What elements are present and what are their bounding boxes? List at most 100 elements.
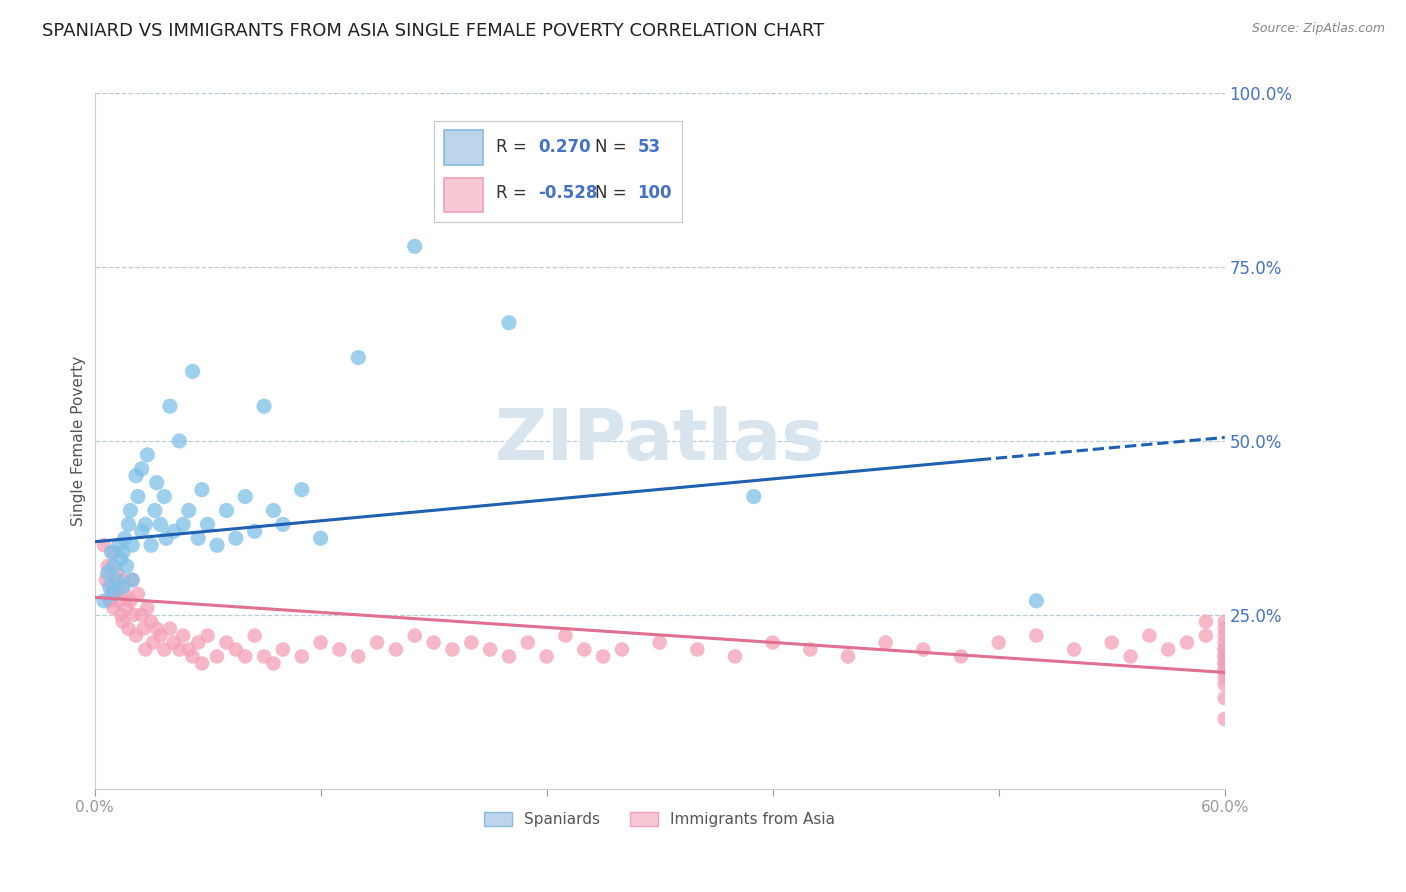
Point [1195, 629, 1218, 643]
Point [1025, 594, 1047, 608]
Point [149, 629, 172, 643]
Point [1213, 657, 1236, 671]
Point [181, 649, 204, 664]
Point [1213, 642, 1236, 657]
Point [1213, 622, 1236, 636]
Point [243, 524, 266, 539]
Point [197, 517, 219, 532]
Text: Source: ZipAtlas.com: Source: ZipAtlas.com [1251, 22, 1385, 36]
Point [271, 517, 294, 532]
Point [139, 615, 162, 629]
Point [1213, 657, 1236, 671]
Point [115, 559, 138, 574]
Point [347, 649, 370, 664]
Point [108, 538, 131, 552]
Point [103, 600, 125, 615]
Legend: Spaniards, Immigrants from Asia: Spaniards, Immigrants from Asia [478, 805, 841, 833]
Point [1213, 649, 1236, 664]
Y-axis label: Single Female Poverty: Single Female Poverty [72, 356, 86, 526]
Point [328, 642, 350, 657]
Point [404, 239, 426, 253]
Point [191, 483, 214, 497]
Point [103, 559, 125, 574]
Point [799, 642, 821, 657]
Point [592, 649, 614, 664]
Point [97, 559, 120, 574]
Point [404, 629, 426, 643]
Point [163, 635, 186, 649]
Point [215, 635, 238, 649]
Point [554, 629, 576, 643]
Point [94, 573, 117, 587]
Point [127, 490, 149, 504]
Point [125, 468, 148, 483]
Point [97, 566, 120, 580]
Point [347, 351, 370, 365]
Point [131, 462, 153, 476]
Point [153, 490, 176, 504]
Point [177, 503, 200, 517]
Point [181, 364, 204, 378]
Point [1213, 635, 1236, 649]
Point [105, 573, 128, 587]
Point [143, 503, 166, 517]
Point [111, 615, 134, 629]
Point [136, 448, 159, 462]
Point [950, 649, 973, 664]
Point [111, 573, 134, 587]
Point [1213, 691, 1236, 706]
Point [117, 622, 139, 636]
Point [121, 573, 143, 587]
Point [1157, 642, 1180, 657]
Point [155, 531, 177, 545]
Point [105, 566, 128, 580]
Point [837, 649, 859, 664]
Point [1025, 629, 1047, 643]
Point [172, 517, 194, 532]
Point [460, 635, 482, 649]
Point [1213, 649, 1236, 664]
Point [291, 649, 314, 664]
Point [110, 552, 132, 566]
Point [169, 434, 191, 448]
Point [159, 622, 181, 636]
Text: SPANIARD VS IMMIGRANTS FROM ASIA SINGLE FEMALE POVERTY CORRELATION CHART: SPANIARD VS IMMIGRANTS FROM ASIA SINGLE … [42, 22, 824, 40]
Point [114, 587, 136, 601]
Point [169, 642, 191, 657]
Point [385, 642, 408, 657]
Point [987, 635, 1010, 649]
Point [125, 629, 148, 643]
Point [498, 649, 520, 664]
Point [271, 642, 294, 657]
Point [172, 629, 194, 643]
Point [762, 635, 785, 649]
Point [103, 545, 125, 559]
Point [108, 594, 131, 608]
Point [1101, 635, 1123, 649]
Point [1195, 615, 1218, 629]
Point [498, 316, 520, 330]
Point [121, 573, 143, 587]
Point [536, 649, 558, 664]
Point [366, 635, 388, 649]
Point [134, 642, 156, 657]
Point [93, 538, 115, 552]
Point [103, 587, 125, 601]
Point [309, 635, 332, 649]
Point [134, 517, 156, 532]
Point [1137, 629, 1160, 643]
Point [205, 649, 228, 664]
Point [114, 531, 136, 545]
Point [132, 622, 155, 636]
Point [243, 629, 266, 643]
Point [724, 649, 747, 664]
Point [1213, 664, 1236, 678]
Point [100, 545, 122, 559]
Point [263, 503, 285, 517]
Point [479, 642, 502, 657]
Point [253, 399, 276, 413]
Point [121, 538, 143, 552]
Point [309, 531, 332, 545]
Point [117, 517, 139, 532]
Point [110, 607, 132, 622]
